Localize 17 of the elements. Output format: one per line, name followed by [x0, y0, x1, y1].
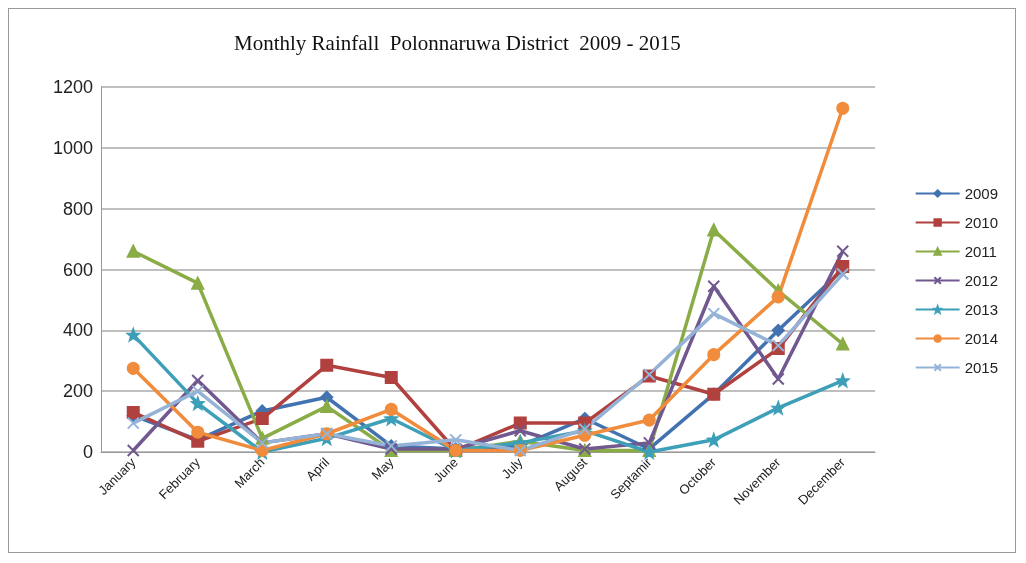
legend-label: 2010: [964, 214, 999, 231]
y-tick-label: 1200: [52, 77, 93, 97]
legend-label: 2009: [964, 185, 999, 202]
legend-label: 2014: [964, 330, 999, 347]
y-tick-label: 400: [62, 320, 93, 341]
x-tick-label: July: [498, 454, 526, 482]
legend-label: 2012: [964, 272, 999, 289]
legend-label: 2013: [964, 301, 999, 318]
y-tick-label: 800: [62, 198, 93, 219]
y-tick-label: 200: [62, 381, 93, 402]
legend-label: 2011: [964, 243, 997, 260]
y-tick-label: 0: [82, 442, 93, 462]
x-tick-label: May: [368, 454, 397, 483]
y-tick-label: 1000: [52, 137, 93, 158]
chart-title: Monthly Rainfall Polonnaruwa District 2009 - 2015: [234, 30, 681, 55]
legend-label: 2015: [964, 359, 999, 376]
y-tick-label: 600: [62, 259, 93, 280]
